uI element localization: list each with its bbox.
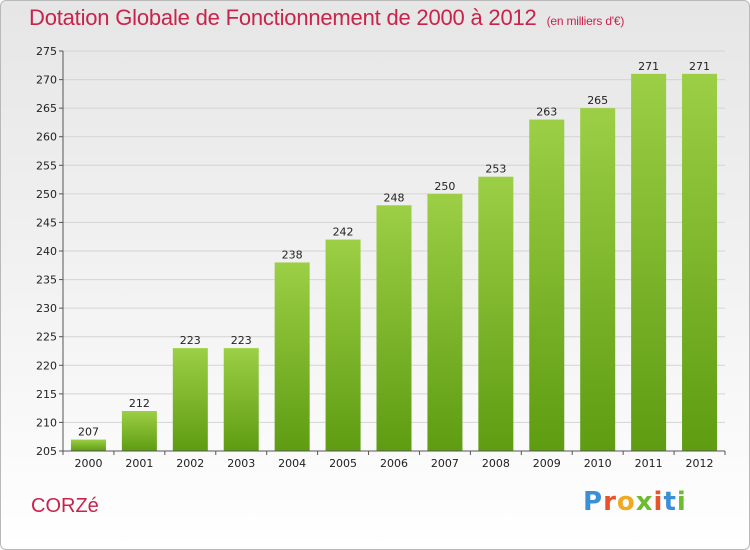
proxiti-logo: Proxiti [583, 487, 687, 517]
x-tick-label: 2009 [533, 457, 561, 470]
logo-letter: i [653, 487, 664, 517]
logo-letter: P [583, 487, 604, 517]
y-tick-label: 275 [36, 45, 57, 58]
y-tick-label: 235 [36, 274, 57, 287]
logo-letter: r [603, 487, 617, 517]
x-tick-label: 2003 [227, 457, 255, 470]
data-label-2001: 212 [129, 397, 150, 410]
x-tick-label: 2007 [431, 457, 459, 470]
data-label-2011: 271 [638, 60, 659, 73]
x-tick-label: 2012 [686, 457, 714, 470]
y-tick-label: 225 [36, 331, 57, 344]
x-tick-label: 2000 [74, 457, 102, 470]
bar-2000 [70, 439, 106, 451]
y-tick-label: 215 [36, 388, 57, 401]
bars [70, 73, 718, 452]
logo-letter: o [616, 487, 636, 517]
data-label-2010: 265 [587, 94, 608, 107]
y-tick-label: 205 [36, 445, 57, 458]
bar-2005 [325, 239, 361, 451]
logo-letter: t [663, 487, 677, 517]
bar-2003 [223, 348, 259, 451]
data-label-2000: 207 [78, 426, 99, 439]
data-label-2007: 250 [434, 180, 455, 193]
bar-2012 [682, 73, 718, 451]
x-tick-label: 2004 [278, 457, 306, 470]
x-tick-label: 2010 [584, 457, 612, 470]
x-tick-label: 2005 [329, 457, 357, 470]
x-tick-label: 2001 [125, 457, 153, 470]
data-label-2005: 242 [333, 226, 354, 239]
bar-2007 [427, 193, 463, 451]
data-labels: 207 212 223 223 238 242 248 250 253 263 265 271 271 [78, 60, 710, 439]
data-label-2002: 223 [180, 334, 201, 347]
bar-2004 [274, 262, 310, 451]
chart-title-text: Dotation Globale de Fonctionnement de 20… [29, 5, 537, 30]
y-tick-label: 255 [36, 159, 57, 172]
x-tick-label: 2011 [635, 457, 663, 470]
y-tick-label: 240 [36, 245, 57, 258]
chart-subtitle: (en milliers d'€) [546, 14, 625, 28]
y-tick-label: 250 [36, 188, 57, 201]
axes: 2052102152202252302352402452502552602652… [36, 45, 726, 470]
data-label-2003: 223 [231, 334, 252, 347]
bar-2001 [121, 411, 157, 451]
bar-2006 [376, 205, 412, 451]
y-tick-label: 245 [36, 216, 57, 229]
data-label-2012: 271 [689, 60, 710, 73]
x-tick-label: 2002 [176, 457, 204, 470]
bar-2002 [172, 348, 208, 451]
bar-2011 [631, 73, 667, 451]
data-label-2006: 248 [384, 191, 405, 204]
y-tick-label: 270 [36, 74, 57, 87]
y-tick-label: 220 [36, 359, 57, 372]
y-tick-label: 260 [36, 131, 57, 144]
x-tick-label: 2006 [380, 457, 408, 470]
bar-2010 [580, 108, 616, 452]
bar-2008 [478, 176, 514, 451]
data-label-2009: 263 [536, 106, 557, 119]
logo-letter: i [676, 487, 687, 517]
y-tick-label: 265 [36, 102, 57, 115]
bar-2009 [529, 119, 565, 452]
y-tick-label: 230 [36, 302, 57, 315]
town-name: CORZé [31, 495, 99, 517]
data-label-2004: 238 [282, 248, 303, 261]
x-tick-label: 2008 [482, 457, 510, 470]
data-label-2008: 253 [485, 163, 506, 176]
y-tick-label: 210 [36, 416, 57, 429]
chart-title: Dotation Globale de Fonctionnement de 20… [29, 5, 624, 31]
logo-letter: x [635, 487, 654, 517]
